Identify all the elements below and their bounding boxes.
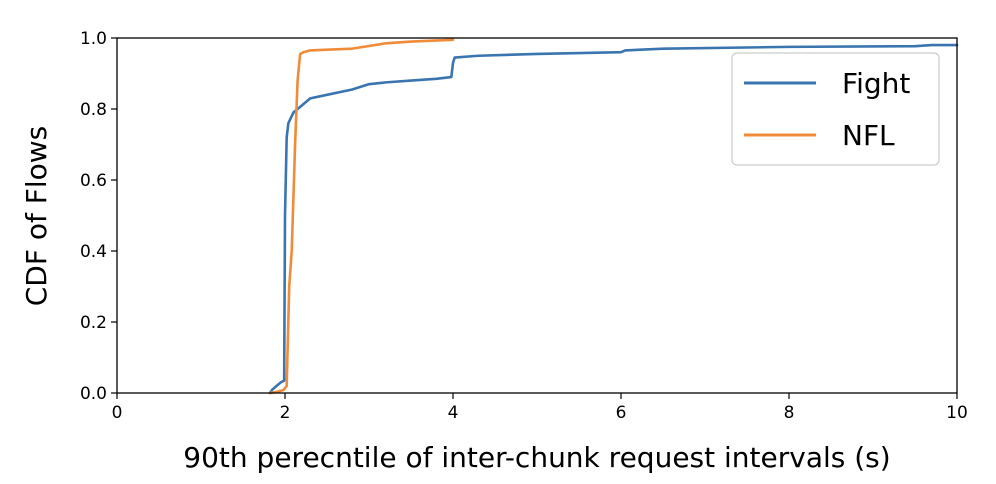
x-axis-label: 90th perecntile of inter-chunk request i… [183,441,890,474]
series-layer [268,38,959,395]
y-axis-ticks: 0.0 0.2 0.4 0.6 0.8 1.0 [80,29,117,404]
y-tick-label: 0.6 [80,171,107,191]
y-tick-label: 0.0 [80,384,107,404]
x-tick-label: 2 [280,403,291,423]
y-tick-label: 0.8 [80,100,107,120]
series-line-fight [268,43,959,395]
plot-frame [116,37,958,394]
x-tick-label: 10 [946,403,968,423]
y-tick-label: 0.2 [80,313,107,333]
y-tick-label: 1.0 [80,29,107,49]
legend-label-fight: Fight [842,67,910,100]
x-tick-label: 6 [616,403,627,423]
legend: Fight NFL [731,52,940,166]
series-line-nfl [268,38,455,395]
x-tick-label: 8 [784,403,795,423]
x-tick-label: 4 [448,403,459,423]
y-axis-label: CDF of Flows [20,126,53,307]
x-tick-label: 0 [112,403,123,423]
legend-box [731,52,940,166]
y-tick-label: 0.4 [80,242,107,262]
legend-label-nfl: NFL [842,119,895,152]
x-axis-ticks: 0 2 4 6 8 10 [112,393,968,423]
